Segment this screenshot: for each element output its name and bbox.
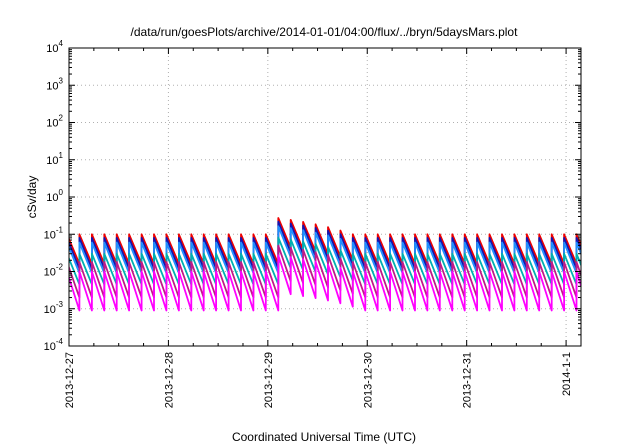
x-tick-label: 2013-12-28 xyxy=(163,352,175,408)
y-tick-label: 104 xyxy=(46,39,63,55)
y-tick-label: 101 xyxy=(46,151,63,167)
y-tick-label: 10-3 xyxy=(44,300,64,316)
series-line-6 xyxy=(69,254,581,312)
y-tick-label: 103 xyxy=(46,76,63,92)
data-series xyxy=(69,217,581,312)
y-tick-label: 10-4 xyxy=(44,337,64,353)
x-tick-label: 2014-1-1 xyxy=(561,352,573,396)
y-tick-label: 10-2 xyxy=(44,263,64,279)
series-line-2 xyxy=(69,220,581,270)
series-line-1 xyxy=(69,217,581,265)
x-tick-label: 2013-12-30 xyxy=(362,352,374,408)
y-tick-label: 10-1 xyxy=(44,225,64,241)
series-line-3 xyxy=(69,225,581,275)
x-tick-label: 2013-12-29 xyxy=(263,352,275,408)
grid-lines xyxy=(69,48,581,346)
axis-ticks xyxy=(68,47,581,347)
x-tick-labels: 2013-12-27 2013-12-28 2013-12-29 2013-12-30… xyxy=(64,352,573,408)
y-axis-label: cSv/day xyxy=(25,176,39,219)
y-tick-label: 102 xyxy=(46,114,63,130)
x-axis-label: Coordinated Universal Time (UTC) xyxy=(232,430,416,444)
chart-title: /data/run/goesPlots/archive/2014-01-01/0… xyxy=(131,25,519,39)
y-tick-label: 100 xyxy=(46,188,63,204)
series-group xyxy=(69,217,581,312)
y-tick-labels: 104 103 102 101 100 10-1 10-2 10-3 10-4 xyxy=(44,39,64,353)
x-tick-label: 2013-12-27 xyxy=(64,352,76,408)
x-tick-label: 2013-12-31 xyxy=(462,352,474,408)
series-line-4 xyxy=(69,236,581,286)
series-line-5 xyxy=(69,244,581,299)
